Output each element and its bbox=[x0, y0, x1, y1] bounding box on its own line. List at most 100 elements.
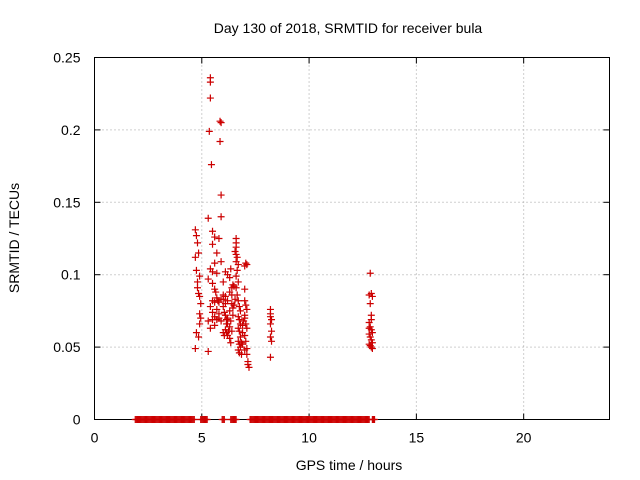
x-tick-label: 5 bbox=[198, 430, 206, 446]
x-tick-labels: 0 5 10 15 20 bbox=[91, 430, 532, 446]
data-point bbox=[237, 339, 245, 347]
data-point bbox=[197, 300, 205, 308]
data-point bbox=[232, 243, 240, 251]
data-point bbox=[266, 353, 274, 361]
data-point bbox=[194, 278, 201, 286]
data-point bbox=[229, 311, 237, 319]
x-axis-label: GPS time / hours bbox=[296, 457, 403, 473]
data-point bbox=[233, 253, 241, 261]
data-point bbox=[192, 329, 200, 337]
data-point bbox=[236, 333, 244, 341]
y-tick-label: 0.05 bbox=[53, 339, 80, 355]
data-point bbox=[212, 288, 220, 296]
grid-layer bbox=[94, 57, 610, 420]
data-point bbox=[266, 333, 274, 341]
data-point bbox=[215, 310, 223, 318]
data-point bbox=[211, 321, 219, 329]
data-point bbox=[216, 137, 224, 145]
ticks-layer bbox=[94, 57, 610, 420]
data-point bbox=[241, 297, 249, 305]
chart-title: Day 130 of 2018, SRMTID for receiver bul… bbox=[214, 20, 483, 36]
data-point bbox=[368, 292, 376, 300]
data-point bbox=[242, 337, 250, 345]
data-point bbox=[196, 320, 204, 328]
data-point bbox=[243, 324, 251, 332]
data-point bbox=[268, 327, 276, 335]
data-point bbox=[232, 416, 240, 423]
data-point bbox=[190, 416, 198, 423]
y-tick-label: 0.1 bbox=[61, 267, 81, 283]
data-point bbox=[242, 320, 250, 328]
data-point bbox=[235, 303, 243, 311]
data-point bbox=[233, 266, 241, 274]
data-point bbox=[192, 266, 200, 274]
data-point bbox=[211, 233, 219, 241]
data-point bbox=[234, 261, 242, 269]
data-point bbox=[209, 268, 217, 276]
data-point bbox=[219, 291, 227, 299]
data-point bbox=[206, 78, 214, 86]
data-point bbox=[221, 268, 229, 276]
data-point bbox=[196, 292, 204, 300]
data-point bbox=[204, 214, 212, 222]
data-point bbox=[220, 416, 228, 423]
data-point bbox=[367, 343, 375, 351]
x-tick-label: 0 bbox=[91, 430, 99, 446]
data-point bbox=[241, 285, 249, 293]
data-point bbox=[225, 327, 233, 335]
data-point bbox=[219, 278, 227, 286]
y-axis-label: SRMTID / TECUs bbox=[6, 183, 22, 293]
data-point bbox=[234, 297, 242, 305]
data-point bbox=[365, 291, 373, 299]
data-point bbox=[236, 307, 244, 315]
data-point bbox=[205, 127, 213, 135]
data-point bbox=[211, 259, 219, 267]
data-point bbox=[204, 275, 212, 283]
data-point bbox=[204, 317, 212, 325]
data-point bbox=[227, 317, 235, 325]
data-point bbox=[239, 321, 247, 329]
data-point bbox=[242, 301, 250, 309]
points-layer bbox=[131, 74, 379, 423]
data-point bbox=[213, 249, 221, 257]
data-point bbox=[215, 235, 223, 242]
data-point bbox=[234, 278, 242, 286]
data-point bbox=[366, 269, 374, 277]
data-point bbox=[192, 232, 200, 240]
y-tick-label: 0.25 bbox=[53, 50, 80, 66]
data-point bbox=[229, 304, 237, 312]
data-point bbox=[209, 308, 217, 316]
data-point bbox=[217, 258, 225, 266]
data-point bbox=[206, 324, 214, 332]
data-point bbox=[241, 346, 249, 354]
data-point bbox=[222, 320, 230, 328]
x-tick-label: 10 bbox=[301, 430, 317, 446]
data-point bbox=[371, 416, 379, 423]
data-point bbox=[196, 272, 204, 280]
data-point bbox=[217, 213, 225, 221]
data-point bbox=[195, 249, 203, 257]
data-point bbox=[211, 298, 219, 306]
data-point bbox=[197, 314, 205, 322]
data-point bbox=[368, 329, 376, 337]
data-point bbox=[367, 316, 375, 324]
data-point bbox=[241, 262, 249, 270]
y-tick-label: 0.15 bbox=[53, 194, 80, 210]
data-point bbox=[366, 300, 374, 308]
data-point bbox=[217, 119, 225, 127]
data-point bbox=[233, 291, 241, 299]
data-point bbox=[217, 317, 225, 325]
data-point bbox=[206, 303, 214, 311]
data-point bbox=[266, 320, 274, 328]
data-point bbox=[235, 316, 243, 324]
data-point bbox=[241, 314, 249, 322]
data-point bbox=[227, 339, 235, 347]
data-point bbox=[266, 313, 274, 321]
data-point bbox=[231, 295, 239, 303]
y-tick-label: 0 bbox=[73, 412, 81, 428]
data-point bbox=[220, 332, 228, 340]
data-point bbox=[232, 284, 240, 292]
data-point bbox=[196, 310, 204, 318]
data-point bbox=[203, 416, 211, 423]
